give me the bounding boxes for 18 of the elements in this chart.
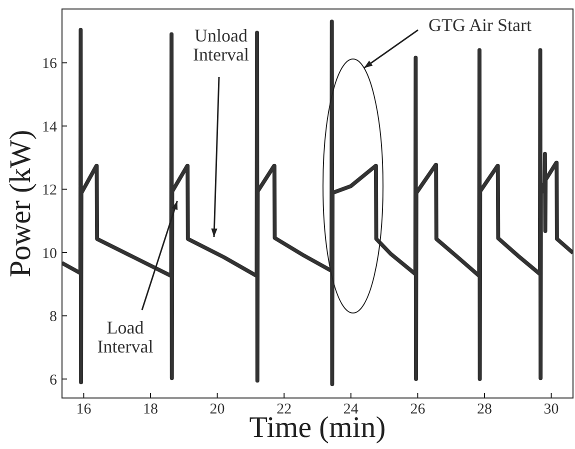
x-tick-label: 18	[143, 402, 158, 418]
y-tick-label: 6	[50, 372, 58, 388]
y-tick-label: 16	[42, 56, 58, 72]
annotation: Unload Interval	[193, 26, 249, 64]
annotation: Load Interval	[97, 317, 154, 356]
x-tick-label: 16	[76, 402, 92, 418]
x-tick-label: 28	[476, 402, 492, 418]
y-tick-label: 8	[50, 309, 57, 326]
x-tick-label: 22	[276, 402, 292, 418]
y-tick-label: 10	[42, 246, 57, 262]
x-tick-label: 24	[343, 402, 359, 418]
y-tick-label: 12	[42, 182, 57, 199]
y-axis-title: Power (kW)	[4, 130, 37, 278]
y-tick-label: 14	[42, 119, 58, 136]
x-tick-label: 30	[544, 402, 559, 418]
x-tick-label: 26	[410, 402, 426, 418]
annotation: GTG Air Start	[428, 15, 532, 35]
x-tick-label: 20	[210, 402, 225, 418]
